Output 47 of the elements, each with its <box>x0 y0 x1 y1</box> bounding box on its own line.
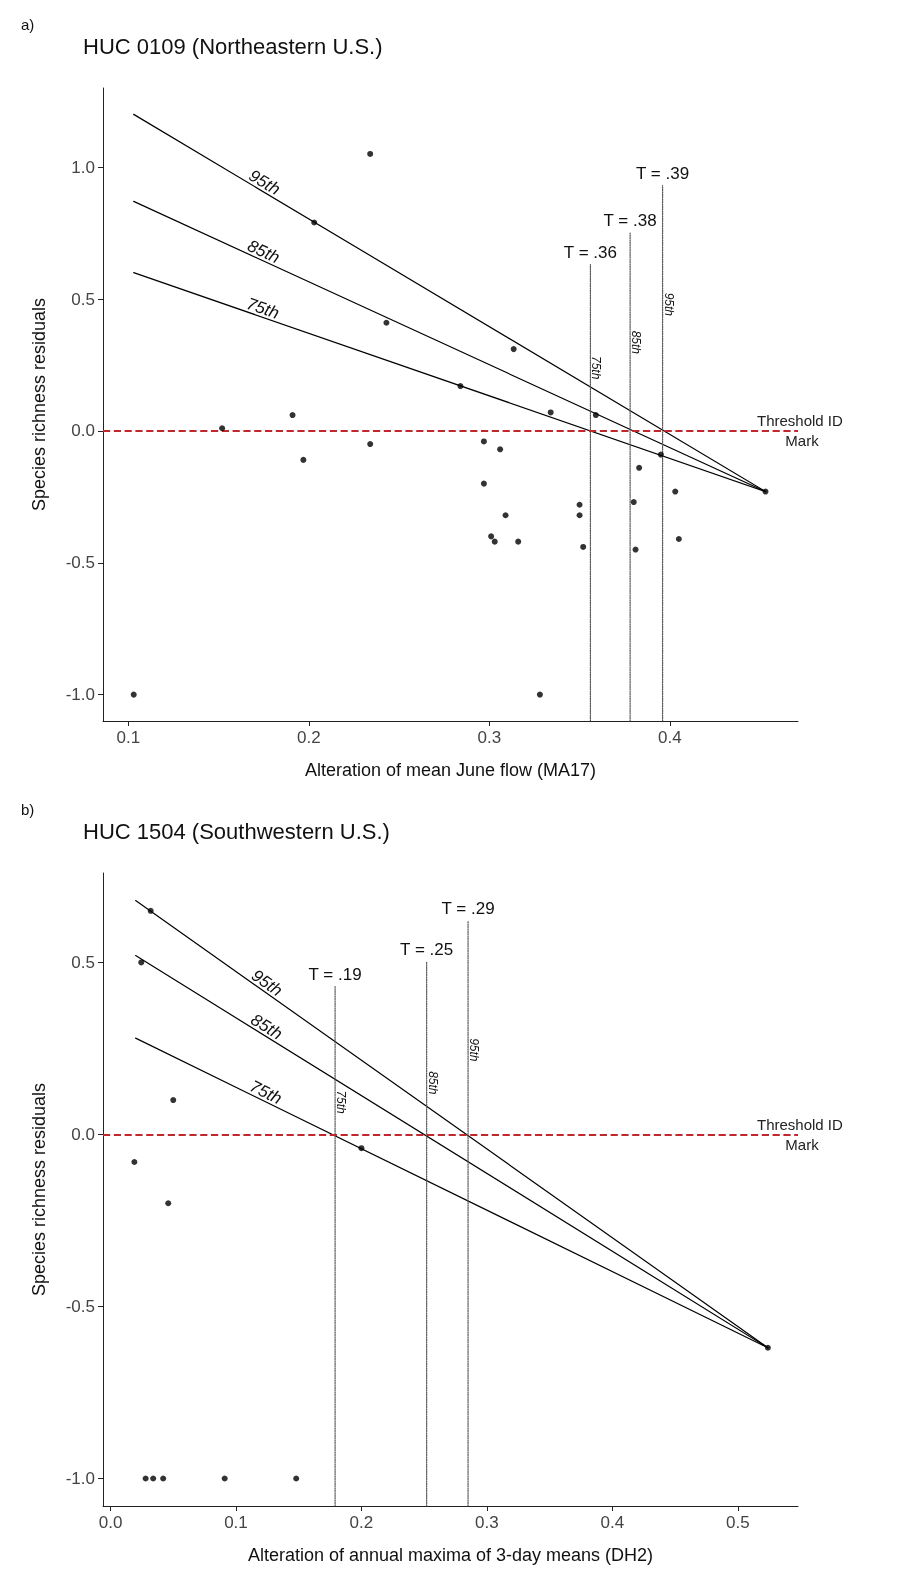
x-tick-label: 0.2 <box>349 1513 374 1532</box>
chart-subtitle: a) <box>21 16 35 33</box>
x-axis-title: Alteration of annual maxima of 3-day means (DH2) <box>247 1545 654 1565</box>
y-tick-label: 1.0 <box>71 157 95 177</box>
chart-title: HUC 0109 (Northeastern U.S.) <box>83 33 383 59</box>
x-tick-label: 0.3 <box>477 728 502 747</box>
y-tick-label: -0.5 <box>65 553 95 573</box>
y-tick-label: 0.0 <box>71 421 95 441</box>
y-tick-label: 0.0 <box>71 1124 95 1144</box>
annotation: T = .29 <box>441 899 495 919</box>
annotation: T = .19 <box>308 964 362 984</box>
y-tick-label: -0.5 <box>65 1296 95 1316</box>
text: 95th <box>245 165 284 200</box>
y-axis-title: Species richness residuals <box>29 297 49 512</box>
text: 85th <box>247 1009 286 1044</box>
annotation: T = .25 <box>400 940 454 960</box>
ref-line-label: Threshold ID Mark <box>756 1115 848 1153</box>
text: 95th <box>467 1038 482 1062</box>
text: 85th <box>244 236 283 268</box>
text: 75th <box>589 355 604 380</box>
text: 75th <box>246 1076 285 1109</box>
ref-line-label: Threshold ID Mark <box>756 412 848 450</box>
annotation: T = .36 <box>563 242 617 262</box>
text: 75th <box>244 293 282 323</box>
x-tick-label: 0.1 <box>116 728 141 747</box>
y-axis-title: Species richness residuals <box>29 1082 49 1297</box>
chart-title: HUC 1504 (Southwestern U.S.) <box>83 818 390 844</box>
x-tick-label: 0.3 <box>475 1513 499 1532</box>
x-tick-label: 0.1 <box>224 1513 248 1532</box>
y-tick-label: 0.5 <box>71 952 95 972</box>
x-axis-title: Alteration of mean June flow (MA17) <box>304 760 597 780</box>
text: 75th <box>334 1090 349 1115</box>
x-tick-label: 0.0 <box>98 1513 123 1532</box>
chart-subtitle: b) <box>21 801 35 818</box>
text: 85th <box>425 1071 440 1095</box>
y-tick-label: 0.5 <box>71 289 95 309</box>
x-tick-label: 0.2 <box>296 728 321 747</box>
x-tick-label: 0.4 <box>658 728 682 747</box>
x-tick-label: 0.4 <box>600 1513 625 1532</box>
y-tick-label: -1.0 <box>65 1468 95 1488</box>
text: 95th <box>661 292 676 317</box>
y-tick-label: -1.0 <box>65 685 95 705</box>
annotation: T = .39 <box>636 163 690 183</box>
annotation: T = .38 <box>603 211 657 231</box>
x-tick-label: 0.5 <box>725 1513 750 1532</box>
text: 95th <box>248 965 286 1001</box>
text: 85th <box>629 330 644 355</box>
